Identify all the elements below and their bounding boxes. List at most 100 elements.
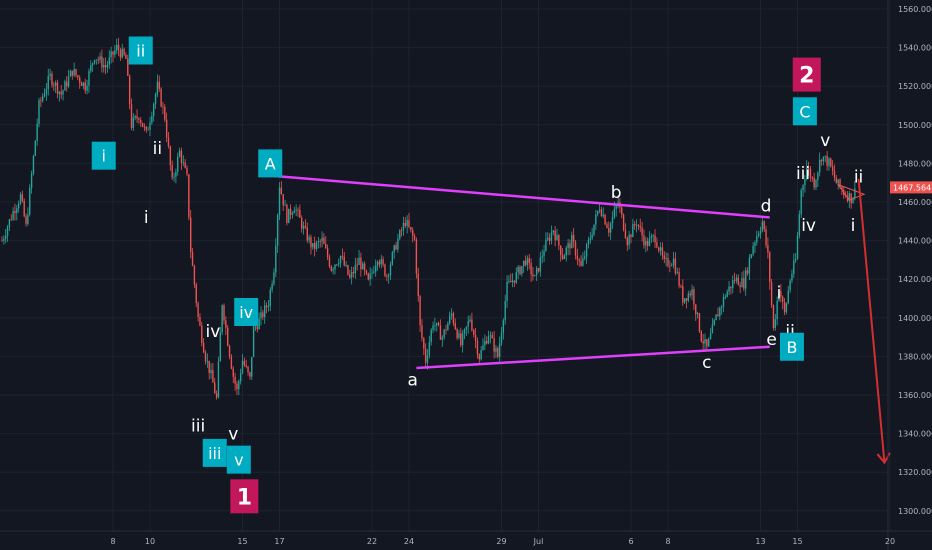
candle-body bbox=[45, 88, 48, 95]
candle-body bbox=[260, 312, 262, 319]
wave-box-label: i bbox=[102, 147, 106, 166]
candle-body bbox=[486, 341, 488, 344]
candle-body bbox=[720, 306, 723, 308]
candle-body bbox=[417, 273, 419, 297]
candle-body bbox=[225, 320, 227, 328]
candle-body bbox=[210, 369, 212, 374]
candle-body bbox=[191, 252, 194, 266]
wave-box[interactable] bbox=[226, 445, 251, 474]
candle-body bbox=[232, 368, 234, 377]
candle-body bbox=[67, 76, 70, 87]
candle-body bbox=[645, 240, 647, 246]
time-tick-label: 6 bbox=[628, 537, 633, 546]
candle-layer bbox=[1, 37, 856, 400]
candle-body bbox=[498, 343, 501, 357]
candle-body bbox=[125, 54, 127, 59]
candle-body bbox=[21, 194, 24, 201]
candle-body bbox=[69, 70, 72, 77]
candle-body bbox=[752, 245, 754, 255]
triangle-pattern[interactable] bbox=[836, 183, 866, 201]
candle-body bbox=[334, 264, 336, 270]
line-layer bbox=[262, 173, 891, 465]
wave-label: c bbox=[702, 353, 711, 373]
wave-box[interactable] bbox=[128, 36, 153, 65]
candle-body bbox=[754, 242, 756, 246]
candle-body bbox=[648, 238, 651, 246]
price-tick-label: 1480.000 bbox=[898, 159, 932, 168]
candle-body bbox=[53, 84, 55, 86]
wave-label: iii bbox=[191, 417, 205, 437]
candle-body bbox=[530, 262, 532, 275]
candle-body bbox=[262, 312, 264, 318]
price-tick-label: 1420.000 bbox=[898, 275, 932, 284]
wave-box[interactable] bbox=[792, 97, 817, 126]
candle-body bbox=[678, 272, 680, 286]
candle-body bbox=[746, 270, 749, 274]
time-axis[interactable]: 8 10 15 17 22 24 29 Jul 6 8 13 15 20 bbox=[110, 537, 895, 546]
time-tick-label: Jul bbox=[533, 537, 544, 546]
candle-body bbox=[430, 329, 432, 343]
candle-body bbox=[491, 335, 493, 339]
candle-body bbox=[14, 210, 16, 214]
wave-degree-box[interactable] bbox=[230, 479, 259, 514]
candle-body bbox=[315, 242, 318, 249]
candle-body bbox=[696, 313, 699, 315]
candle-body bbox=[447, 323, 449, 331]
candle-body bbox=[689, 293, 691, 296]
candle-body bbox=[228, 345, 231, 357]
candle-body bbox=[147, 129, 149, 131]
candle-body bbox=[452, 313, 455, 324]
candle-body bbox=[757, 233, 760, 237]
candle-body bbox=[732, 280, 734, 289]
wave-box[interactable] bbox=[258, 149, 283, 178]
candle-body bbox=[25, 216, 27, 224]
candle-body bbox=[60, 91, 62, 95]
candle-body bbox=[49, 73, 51, 76]
candle-body bbox=[589, 238, 591, 240]
candle-body bbox=[47, 75, 49, 89]
candle-body bbox=[208, 360, 210, 374]
candle-body bbox=[708, 338, 710, 347]
candle-body bbox=[143, 126, 146, 128]
current-price-marker bbox=[890, 181, 932, 194]
price-axis[interactable]: 1560.000 1540.000 1520.000 1500.000 1480.000… bbox=[890, 5, 932, 516]
candle-body bbox=[632, 224, 634, 238]
candle-body bbox=[489, 335, 492, 337]
candle-body bbox=[132, 117, 135, 128]
lower-line[interactable] bbox=[416, 345, 770, 370]
wave-box[interactable] bbox=[779, 332, 804, 361]
wave-box[interactable] bbox=[234, 298, 259, 327]
candle-body bbox=[153, 104, 155, 116]
candle-body bbox=[626, 238, 628, 246]
candle-body bbox=[77, 75, 79, 78]
candle-body bbox=[17, 203, 20, 209]
candle-body bbox=[188, 174, 190, 218]
candle-body bbox=[117, 44, 120, 51]
projection-arrow-line[interactable] bbox=[857, 178, 886, 463]
candle-body bbox=[750, 254, 752, 259]
upper-line[interactable] bbox=[262, 173, 770, 219]
wave-box[interactable] bbox=[202, 438, 227, 467]
wave-box-label: iii bbox=[208, 444, 221, 463]
wave-box-label: A bbox=[265, 154, 276, 173]
wave-degree-box[interactable] bbox=[792, 57, 821, 92]
time-tick-label: 24 bbox=[404, 537, 414, 546]
candle-body bbox=[326, 248, 329, 258]
candle-body bbox=[770, 282, 773, 306]
candle-body bbox=[563, 255, 566, 260]
candle-body bbox=[75, 69, 77, 76]
candle-body bbox=[349, 274, 351, 278]
candle-body bbox=[674, 258, 677, 274]
candle-body bbox=[276, 215, 279, 246]
candle-body bbox=[180, 150, 183, 163]
candle-body bbox=[756, 236, 758, 243]
price-tick-label: 1460.000 bbox=[898, 198, 932, 207]
candle-body bbox=[528, 258, 530, 263]
candle-body bbox=[817, 172, 819, 180]
candle-body bbox=[66, 81, 68, 87]
candle-body bbox=[23, 200, 25, 217]
wave-box[interactable] bbox=[91, 141, 116, 170]
candle-body bbox=[683, 298, 686, 303]
